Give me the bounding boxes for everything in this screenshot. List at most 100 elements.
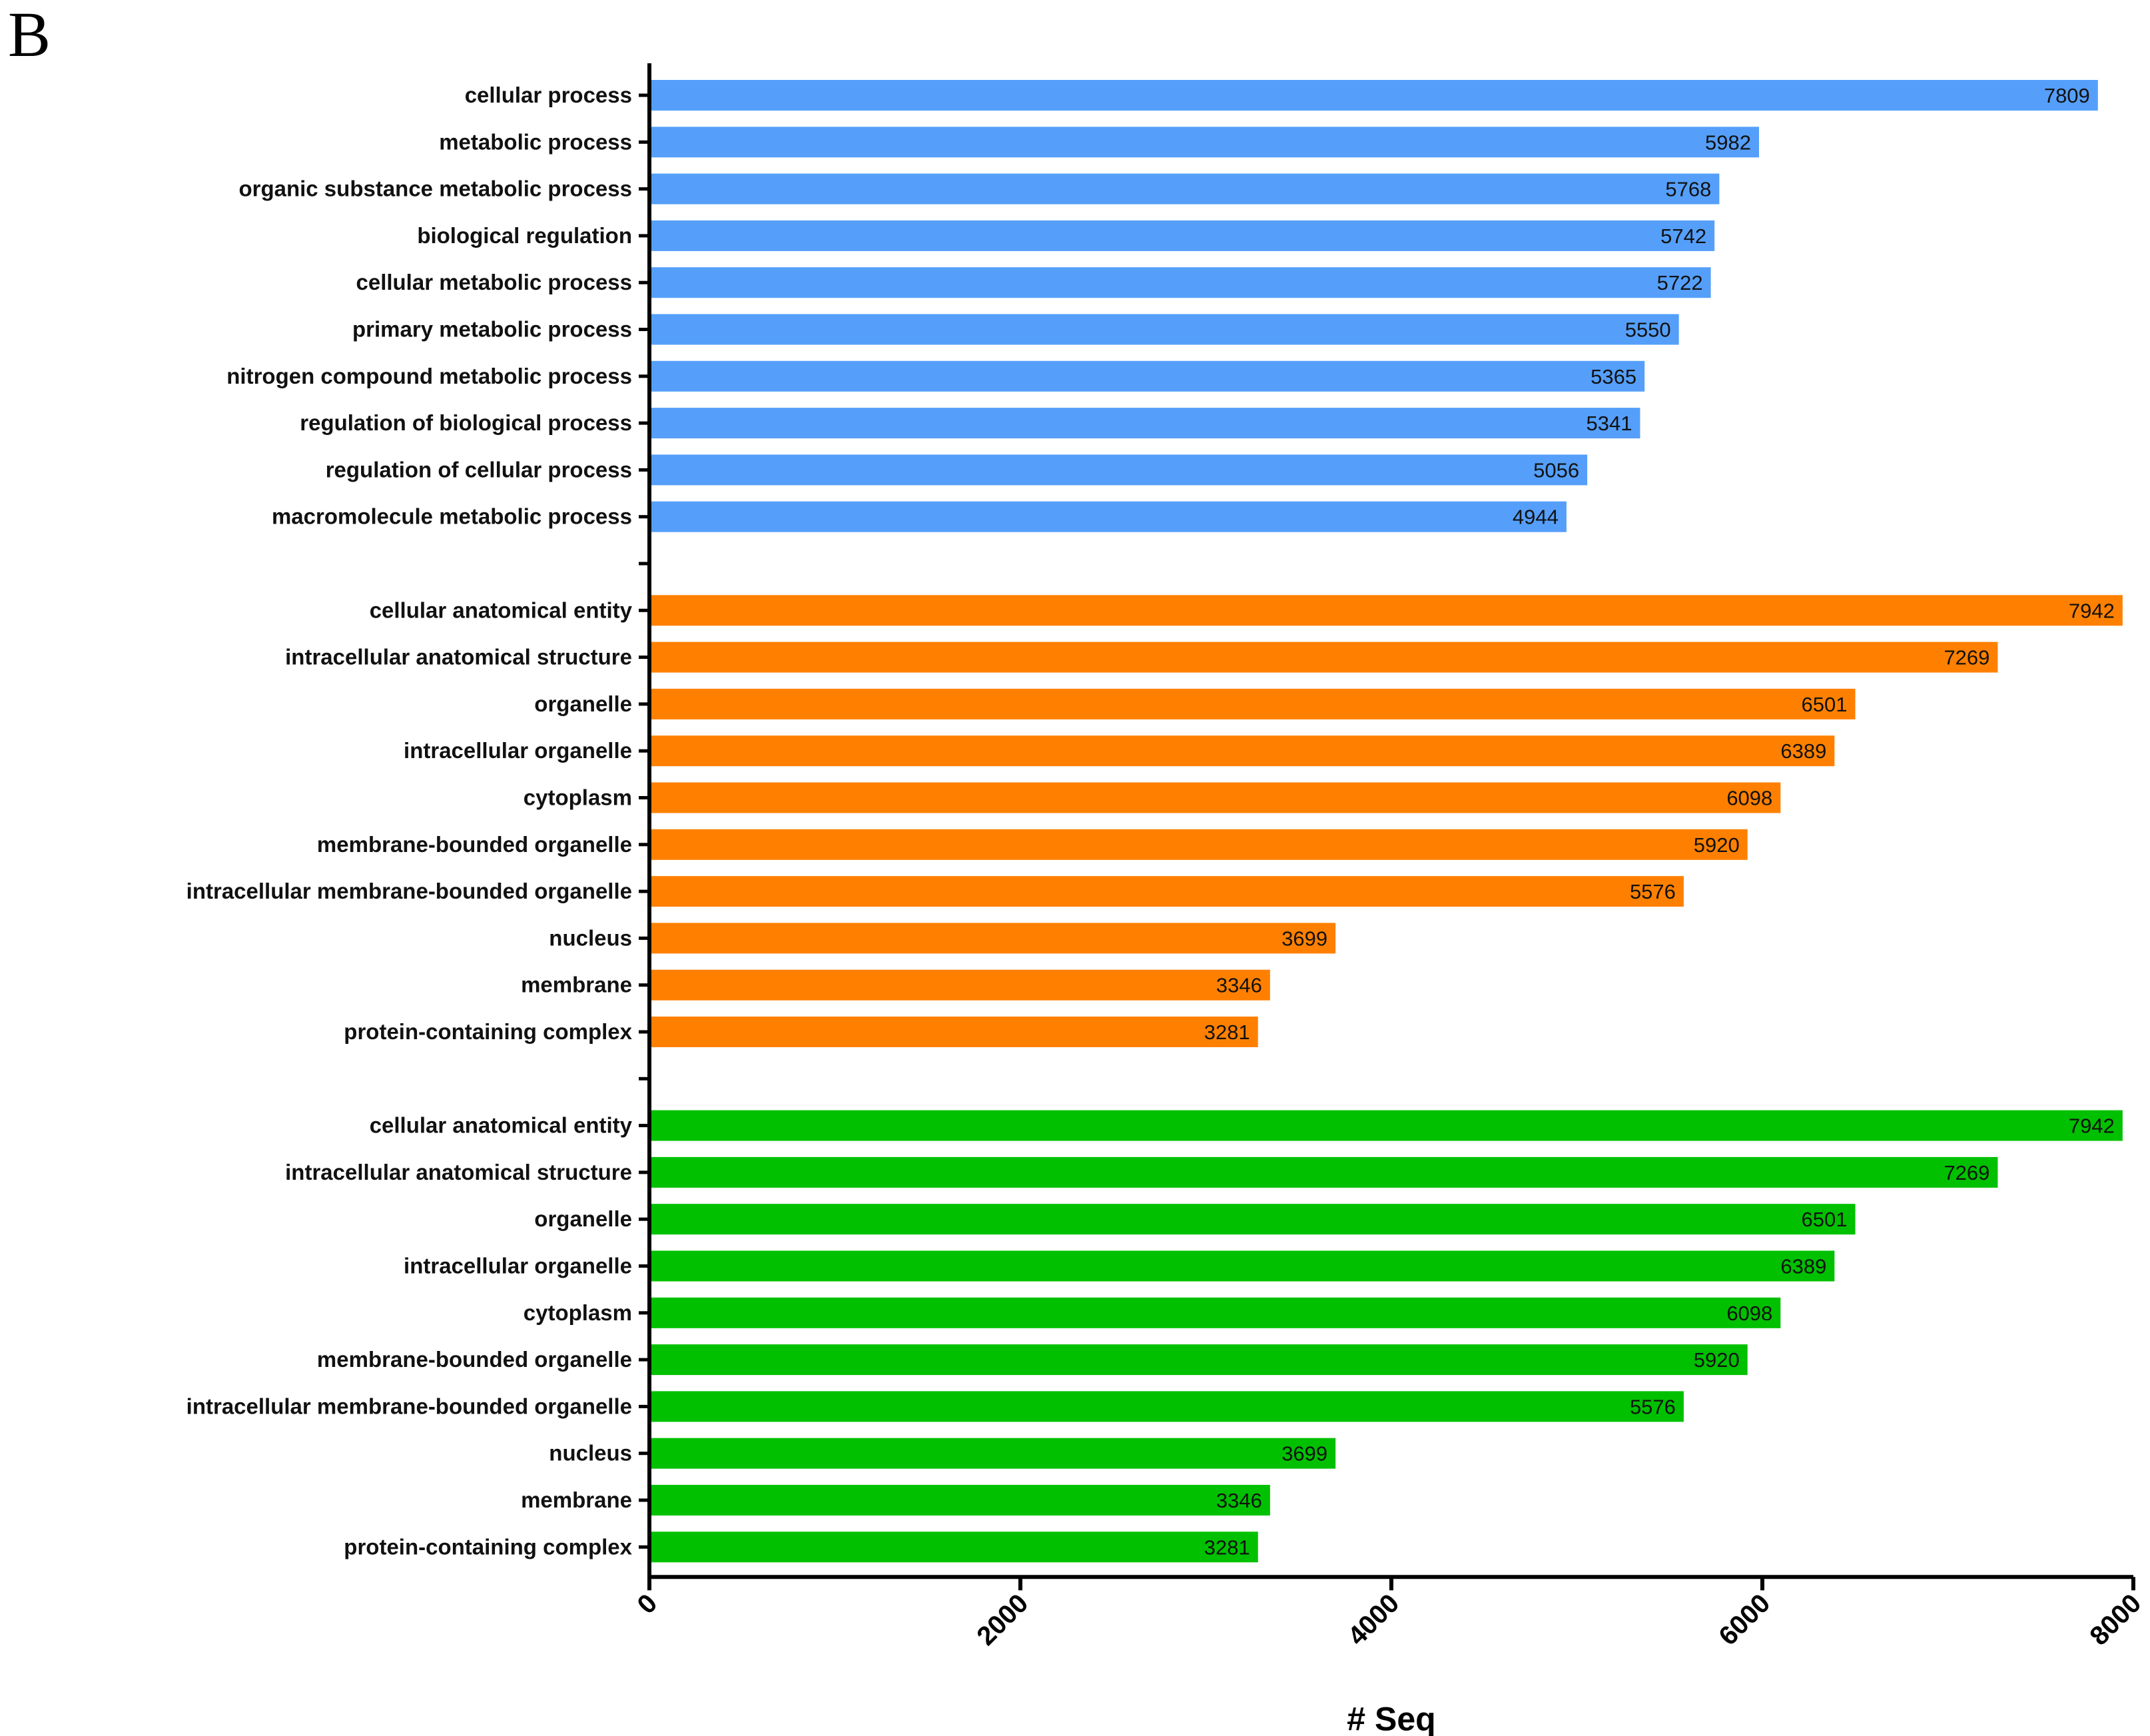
data-label: 5982	[1705, 131, 1751, 154]
data-label: 3281	[1204, 1535, 1250, 1559]
x-tick-label: 8000	[2084, 1589, 2147, 1651]
bar	[649, 220, 1715, 251]
data-label: 6098	[1726, 787, 1772, 810]
category-label: intracellular membrane-bounded organelle	[186, 1394, 632, 1418]
x-tick-label: 4000	[1342, 1589, 1405, 1651]
category-label: cellular metabolic process	[356, 270, 632, 294]
x-tick-label: 0	[632, 1589, 663, 1620]
data-label: 7942	[2069, 1114, 2115, 1138]
category-label: membrane-bounded organelle	[317, 832, 632, 857]
bar	[649, 1531, 1258, 1563]
bar	[649, 1250, 1835, 1282]
category-label: biological regulation	[417, 223, 632, 248]
category-label: protein-containing complex	[344, 1019, 632, 1044]
category-label: cytoplasm	[524, 785, 632, 810]
bar	[649, 267, 1711, 298]
data-label: 6501	[1802, 693, 1848, 716]
bar	[649, 1017, 1258, 1047]
data-label: 3346	[1216, 974, 1262, 997]
category-label: membrane	[521, 973, 632, 997]
category-label: protein-containing complex	[344, 1534, 632, 1559]
bar	[649, 595, 2123, 626]
category-label: cellular anatomical entity	[370, 598, 633, 622]
data-label: 5056	[1533, 458, 1579, 482]
bar	[649, 642, 1998, 673]
data-label: 5576	[1630, 1395, 1676, 1418]
data-label: 7942	[2069, 599, 2115, 622]
bar	[649, 1485, 1270, 1516]
bar	[649, 1297, 1781, 1328]
category-label: organelle	[534, 1206, 632, 1231]
category-label: primary metabolic process	[352, 317, 632, 342]
bar	[649, 782, 1781, 813]
category-label: cellular anatomical entity	[370, 1113, 633, 1138]
category-label: membrane-bounded organelle	[317, 1347, 632, 1372]
category-label: cellular process	[465, 83, 632, 107]
category-label: regulation of biological process	[300, 410, 632, 435]
data-label: 3699	[1281, 927, 1327, 950]
bar	[649, 1156, 1998, 1188]
bar	[649, 1110, 2123, 1141]
data-label: 7269	[1944, 646, 1989, 669]
data-label: 5341	[1586, 412, 1632, 435]
category-label: macromolecule metabolic process	[272, 504, 632, 529]
category-label: membrane	[521, 1488, 632, 1512]
category-labels-layer: cellular process 7809 metabolic process 598…	[186, 83, 2115, 1559]
category-label: intracellular organelle	[404, 1254, 632, 1278]
bar	[649, 454, 1588, 486]
bar	[649, 314, 1679, 345]
bar	[649, 80, 2098, 111]
data-label: 6501	[1802, 1208, 1848, 1231]
panel-label: B	[8, 0, 51, 70]
category-label: nucleus	[549, 1441, 632, 1466]
bar	[649, 127, 1759, 158]
category-label: metabolic process	[439, 129, 632, 154]
category-label: organelle	[534, 691, 632, 716]
x-tick-label: 2000	[971, 1589, 1034, 1651]
data-label: 3699	[1281, 1442, 1327, 1466]
category-label: cytoplasm	[524, 1300, 632, 1325]
category-label: intracellular organelle	[404, 738, 632, 763]
data-label: 5365	[1591, 365, 1636, 388]
category-label: nitrogen compound metabolic process	[226, 364, 632, 388]
data-label: 5576	[1630, 880, 1676, 903]
data-label: 5742	[1660, 224, 1706, 248]
bar	[649, 1391, 1684, 1422]
category-label: intracellular membrane-bounded organelle	[186, 879, 632, 903]
bar	[649, 876, 1684, 907]
data-label: 3281	[1204, 1021, 1250, 1044]
bars-layer	[649, 80, 2123, 1563]
data-label: 6389	[1780, 1255, 1826, 1278]
bar	[649, 969, 1270, 1001]
category-label: organic substance metabolic process	[238, 177, 632, 201]
bar	[649, 360, 1645, 392]
data-label: 6098	[1726, 1302, 1772, 1325]
bar	[649, 173, 1720, 205]
data-label: 7269	[1944, 1161, 1989, 1184]
bar	[649, 688, 1856, 719]
data-label: 5722	[1657, 271, 1703, 294]
x-tick-label: 6000	[1713, 1589, 1776, 1651]
bar	[649, 923, 1336, 954]
data-label: 5920	[1694, 1348, 1740, 1372]
x-axis-title: # Seq	[1347, 1700, 1435, 1736]
category-label: intracellular anatomical structure	[285, 1160, 632, 1184]
bar	[649, 735, 1835, 767]
data-label: 6389	[1780, 739, 1826, 763]
data-label: 5920	[1694, 833, 1740, 857]
data-label: 3346	[1216, 1489, 1262, 1512]
bar	[649, 1344, 1748, 1376]
category-label: regulation of cellular process	[326, 457, 632, 482]
category-label: nucleus	[549, 925, 632, 950]
bar	[649, 408, 1640, 439]
data-label: 4944	[1513, 506, 1559, 529]
data-label: 5550	[1625, 318, 1671, 342]
bar	[649, 501, 1567, 532]
category-label: intracellular anatomical structure	[285, 645, 632, 669]
bar	[649, 1438, 1336, 1469]
data-label: 5768	[1665, 178, 1711, 201]
bar	[649, 829, 1748, 860]
data-label: 7809	[2044, 84, 2090, 107]
bar	[649, 1204, 1856, 1235]
